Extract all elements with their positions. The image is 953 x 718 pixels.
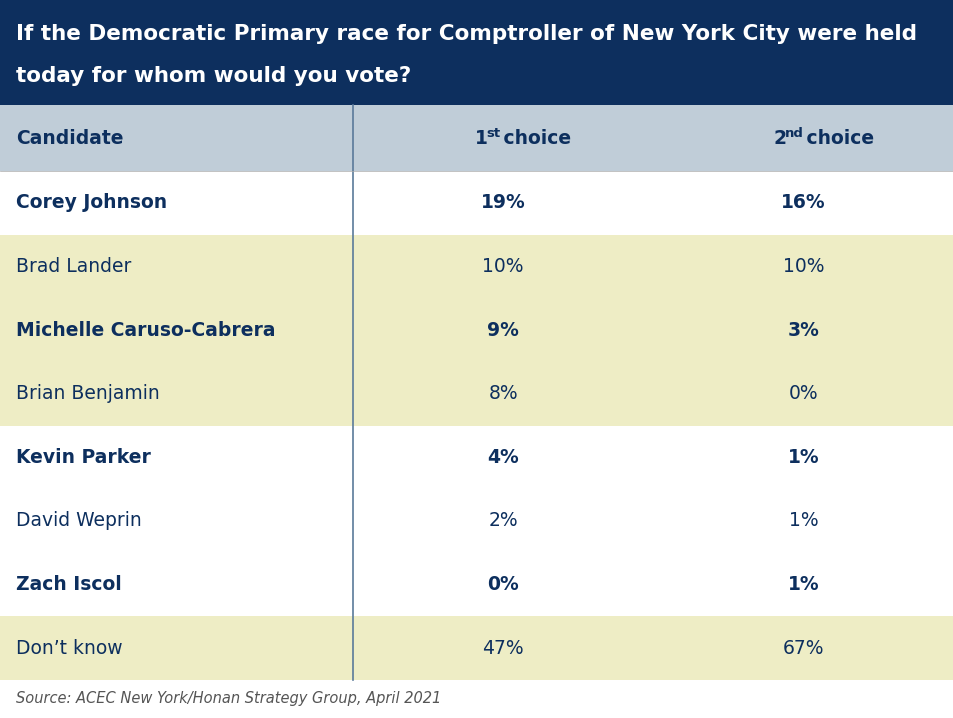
Text: Don’t know: Don’t know: [16, 639, 123, 658]
Bar: [0, 299, 953, 362]
Bar: [0, 362, 953, 426]
Text: 1%: 1%: [788, 511, 818, 531]
Bar: [0, 171, 953, 235]
Text: 8%: 8%: [488, 384, 517, 404]
Bar: [0, 553, 953, 616]
Text: 10%: 10%: [782, 257, 823, 276]
Bar: [0, 105, 953, 171]
Text: today for whom would you vote?: today for whom would you vote?: [16, 65, 411, 85]
Text: st: st: [486, 126, 499, 139]
Text: Corey Johnson: Corey Johnson: [16, 193, 167, 213]
Text: 9%: 9%: [487, 321, 518, 340]
Text: Candidate: Candidate: [16, 129, 123, 148]
Text: David Weprin: David Weprin: [16, 511, 142, 531]
Text: 0%: 0%: [487, 575, 518, 594]
Text: 1%: 1%: [787, 448, 819, 467]
Text: If the Democratic Primary race for Comptroller of New York City were held: If the Democratic Primary race for Compt…: [16, 24, 916, 44]
Text: 1%: 1%: [787, 575, 819, 594]
Text: 16%: 16%: [781, 193, 825, 213]
Text: Brian Benjamin: Brian Benjamin: [16, 384, 159, 404]
Text: choice: choice: [799, 129, 873, 148]
Text: 4%: 4%: [487, 448, 518, 467]
Bar: [0, 235, 953, 299]
Text: 67%: 67%: [782, 639, 823, 658]
Text: 19%: 19%: [480, 193, 525, 213]
Text: 10%: 10%: [482, 257, 523, 276]
Text: 47%: 47%: [482, 639, 523, 658]
Text: 1: 1: [475, 129, 488, 148]
Text: 3%: 3%: [787, 321, 819, 340]
Text: 2: 2: [773, 129, 786, 148]
Text: Source: ACEC New York/Honan Strategy Group, April 2021: Source: ACEC New York/Honan Strategy Gro…: [16, 691, 441, 707]
Text: Michelle Caruso-Cabrera: Michelle Caruso-Cabrera: [16, 321, 275, 340]
Text: nd: nd: [784, 126, 802, 139]
Bar: [0, 0, 953, 105]
Text: Kevin Parker: Kevin Parker: [16, 448, 151, 467]
Text: Zach Iscol: Zach Iscol: [16, 575, 122, 594]
Bar: [0, 489, 953, 553]
Text: 2%: 2%: [488, 511, 517, 531]
Bar: [0, 426, 953, 489]
Text: 0%: 0%: [788, 384, 818, 404]
Text: Brad Lander: Brad Lander: [16, 257, 132, 276]
Bar: [0, 616, 953, 680]
Text: choice: choice: [497, 129, 571, 148]
